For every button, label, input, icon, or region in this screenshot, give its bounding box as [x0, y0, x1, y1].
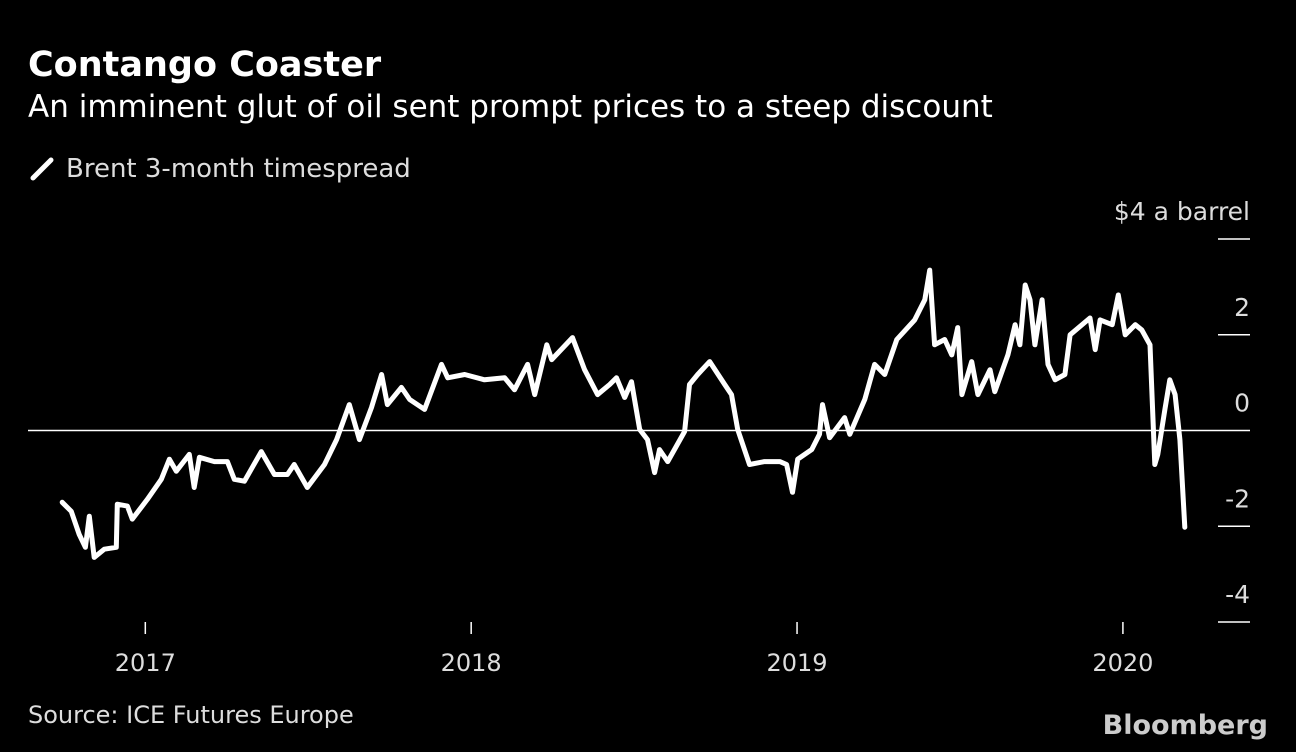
legend-label: Brent 3-month timespread — [66, 154, 411, 184]
legend-swatch — [30, 157, 54, 181]
x-tick-label: 2018 — [441, 649, 502, 677]
x-tick-label: 2019 — [767, 649, 828, 677]
y-tick-label: -2 — [1225, 484, 1250, 513]
y-tick-label: 0 — [1234, 389, 1250, 418]
y-tick-label: $4 a barrel — [1114, 197, 1250, 226]
y-tick-label: -4 — [1225, 580, 1250, 609]
chart-subtitle: An imminent glut of oil sent prompt pric… — [28, 89, 993, 125]
data-line — [59, 267, 1188, 560]
y-tick-label: 2 — [1234, 293, 1250, 322]
x-tick-label: 2020 — [1092, 649, 1153, 677]
logo: Bloomberg — [1103, 710, 1268, 741]
source: Source: ICE Futures Europe — [28, 701, 354, 729]
x-tick-label: 2017 — [115, 649, 176, 677]
chart-title: Contango Coaster — [28, 45, 382, 85]
